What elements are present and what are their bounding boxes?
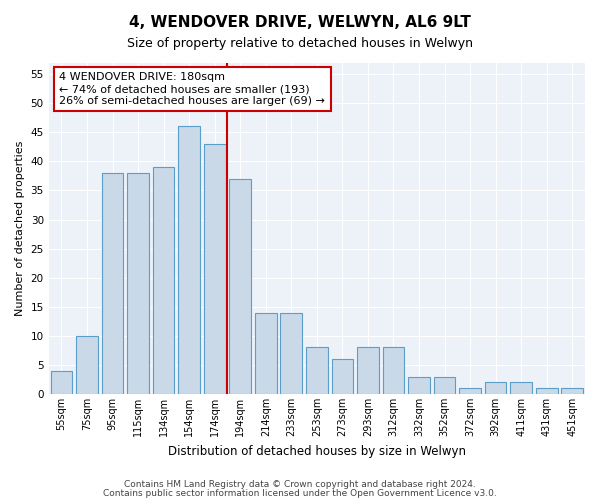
Bar	[383, 348, 404, 394]
Bar	[178, 126, 200, 394]
Bar	[536, 388, 557, 394]
Bar	[204, 144, 226, 394]
Bar	[408, 376, 430, 394]
Bar	[101, 173, 124, 394]
Bar	[127, 173, 149, 394]
Bar	[332, 359, 353, 394]
Bar	[357, 348, 379, 394]
Text: Contains HM Land Registry data © Crown copyright and database right 2024.: Contains HM Land Registry data © Crown c…	[124, 480, 476, 489]
Y-axis label: Number of detached properties: Number of detached properties	[15, 140, 25, 316]
Text: Contains public sector information licensed under the Open Government Licence v3: Contains public sector information licen…	[103, 488, 497, 498]
Bar	[434, 376, 455, 394]
Bar	[229, 179, 251, 394]
Bar	[76, 336, 98, 394]
Text: 4, WENDOVER DRIVE, WELWYN, AL6 9LT: 4, WENDOVER DRIVE, WELWYN, AL6 9LT	[129, 15, 471, 30]
Bar	[50, 370, 72, 394]
Bar	[510, 382, 532, 394]
Bar	[562, 388, 583, 394]
Bar	[280, 312, 302, 394]
Text: Size of property relative to detached houses in Welwyn: Size of property relative to detached ho…	[127, 38, 473, 51]
Bar	[459, 388, 481, 394]
Bar	[485, 382, 506, 394]
Text: 4 WENDOVER DRIVE: 180sqm
← 74% of detached houses are smaller (193)
26% of semi-: 4 WENDOVER DRIVE: 180sqm ← 74% of detach…	[59, 72, 325, 106]
Bar	[306, 348, 328, 394]
Bar	[153, 167, 175, 394]
Bar	[255, 312, 277, 394]
X-axis label: Distribution of detached houses by size in Welwyn: Distribution of detached houses by size …	[168, 444, 466, 458]
